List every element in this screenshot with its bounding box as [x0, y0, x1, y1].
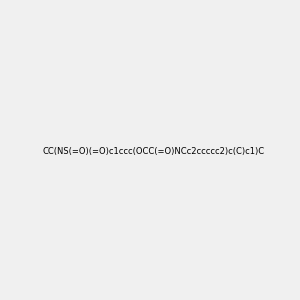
- Text: CC(NS(=O)(=O)c1ccc(OCC(=O)NCc2ccccc2)c(C)c1)C: CC(NS(=O)(=O)c1ccc(OCC(=O)NCc2ccccc2)c(C…: [43, 147, 265, 156]
